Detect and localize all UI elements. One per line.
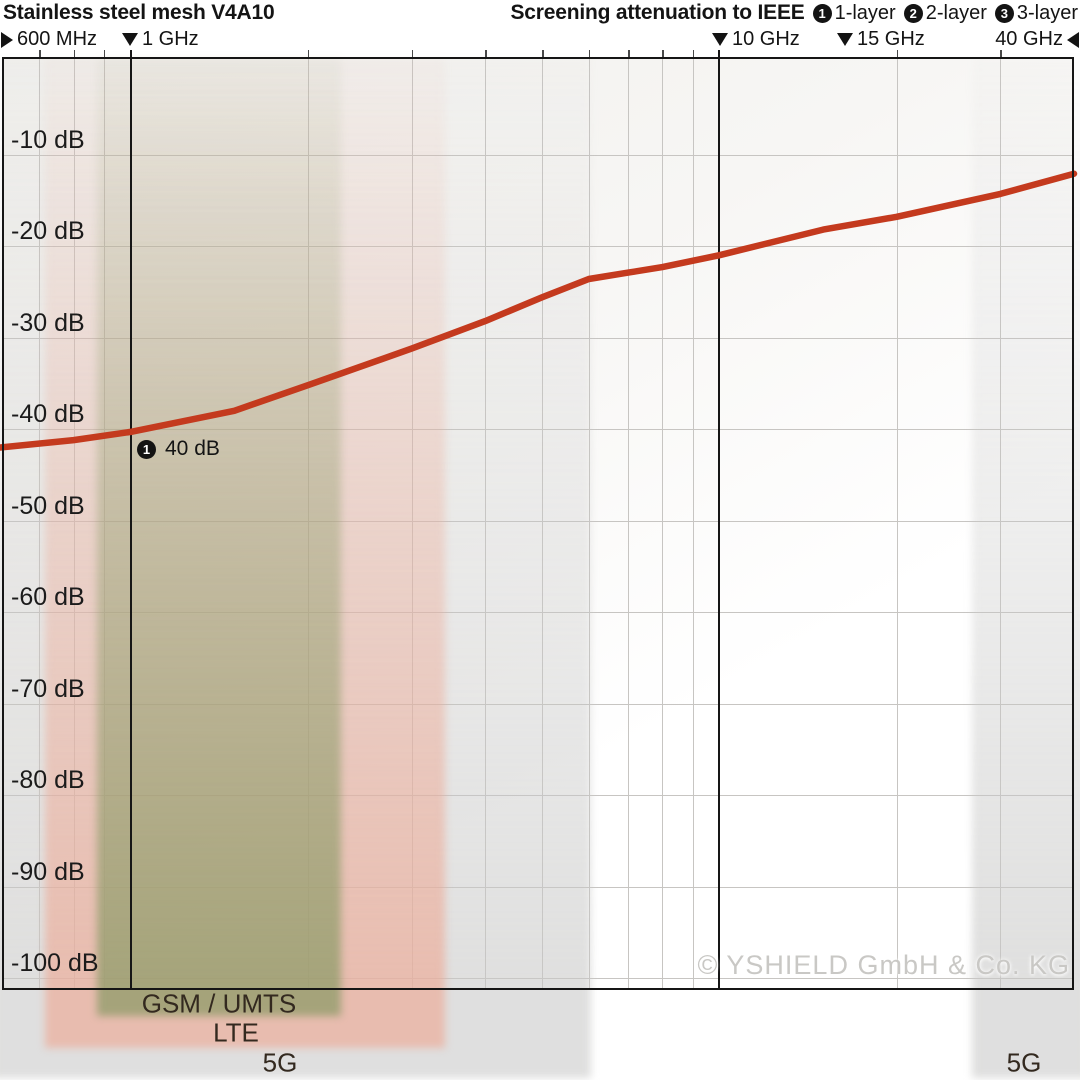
freq-marker-10ghz: 10 GHz xyxy=(712,28,800,51)
axis-tick xyxy=(718,50,721,57)
legend-label: 3-layer xyxy=(1016,1,1078,24)
y-axis-label: -80 dB xyxy=(11,766,85,795)
chart-title: Screening attenuation to IEEE xyxy=(510,1,805,24)
axis-tick xyxy=(542,50,544,57)
freq-marker-1ghz: 1 GHz xyxy=(122,28,199,51)
gridline-vertical xyxy=(628,59,630,990)
circled-2-icon: 2 xyxy=(903,3,923,23)
circled-1-icon: 1 xyxy=(812,3,832,23)
attenuation-curve-1-layer xyxy=(0,170,1078,451)
plot-border xyxy=(2,57,1074,990)
y-axis-label: -90 dB xyxy=(11,857,85,886)
y-axis-label: -100 dB xyxy=(11,949,99,978)
band-lte-label: LTE xyxy=(213,1017,259,1048)
band-gsm-umts xyxy=(97,58,341,1016)
frequency-marker-line xyxy=(718,59,721,990)
axis-tick xyxy=(692,50,695,57)
y-axis-label: -20 dB xyxy=(11,217,85,246)
axis-tick xyxy=(103,50,106,57)
legend-item-2layer: 2 2-layer xyxy=(903,1,987,25)
circled-3-icon: 3 xyxy=(994,3,1014,23)
annotation-value: 40 dB xyxy=(165,437,220,460)
axis-tick xyxy=(485,50,487,57)
axis-tick xyxy=(307,50,310,57)
y-axis-label: -60 dB xyxy=(11,583,85,612)
y-axis-label: -30 dB xyxy=(11,308,85,337)
band-5g-mmwave-label: 5G xyxy=(1006,1047,1042,1078)
y-axis-label: -50 dB xyxy=(11,491,85,520)
y-axis-label: -70 dB xyxy=(11,674,85,703)
axis-tick xyxy=(73,50,76,57)
band-gsm-umts-label: GSM / UMTS xyxy=(141,988,297,1019)
gridline-vertical xyxy=(896,59,898,990)
axis-tick xyxy=(896,50,899,57)
freq-marker-label: 600 MHz xyxy=(17,28,98,50)
legend-label: 2-layer xyxy=(925,1,987,24)
curve-annotation-40db: 1 40 dB xyxy=(137,437,220,461)
freq-marker-40ghz: 40 GHz xyxy=(995,28,1079,51)
axis-tick xyxy=(411,50,414,57)
axis-tick xyxy=(1000,50,1002,57)
arrow-down-icon xyxy=(712,33,728,46)
y-axis-label: -10 dB xyxy=(11,125,85,154)
axis-tick xyxy=(628,50,630,57)
copyright-watermark: © YSHIELD GmbH & Co. KG xyxy=(697,950,1070,980)
gridline-vertical xyxy=(662,59,664,990)
axis-tick xyxy=(588,50,591,57)
freq-marker-label: 1 GHz xyxy=(142,28,199,50)
circled-1-icon: 1 xyxy=(137,439,156,459)
freq-marker-15ghz: 15 GHz xyxy=(837,28,925,51)
arrow-down-icon xyxy=(837,33,853,46)
arrow-right-icon xyxy=(1,31,13,48)
axis-tick xyxy=(39,50,41,57)
freq-marker-label: 10 GHz xyxy=(732,28,800,50)
y-axis-label: -40 dB xyxy=(11,400,85,429)
freq-marker-label: 15 GHz xyxy=(857,28,925,50)
arrow-down-icon xyxy=(122,33,138,46)
legend-item-3layer: 3 3-layer xyxy=(994,1,1078,25)
freq-marker-label: 40 GHz xyxy=(995,28,1063,50)
band-5g-sub6-label: 5G xyxy=(262,1047,298,1078)
frequency-marker-line xyxy=(129,59,132,990)
axis-tick xyxy=(662,50,664,57)
legend-item-1layer: 1 1-layer xyxy=(812,1,896,25)
gridline-vertical xyxy=(692,59,694,990)
legend-label: 1-layer xyxy=(834,1,896,24)
page-title-left: Stainless steel mesh V4A10 xyxy=(3,1,275,24)
arrow-left-icon xyxy=(1067,31,1079,48)
band-5g-mmwave xyxy=(972,58,1080,1078)
freq-marker-600mhz: 600 MHz xyxy=(1,28,97,51)
axis-tick xyxy=(129,50,132,57)
page-title-right: Screening attenuation to IEEE 1 1-layer … xyxy=(511,1,1079,25)
